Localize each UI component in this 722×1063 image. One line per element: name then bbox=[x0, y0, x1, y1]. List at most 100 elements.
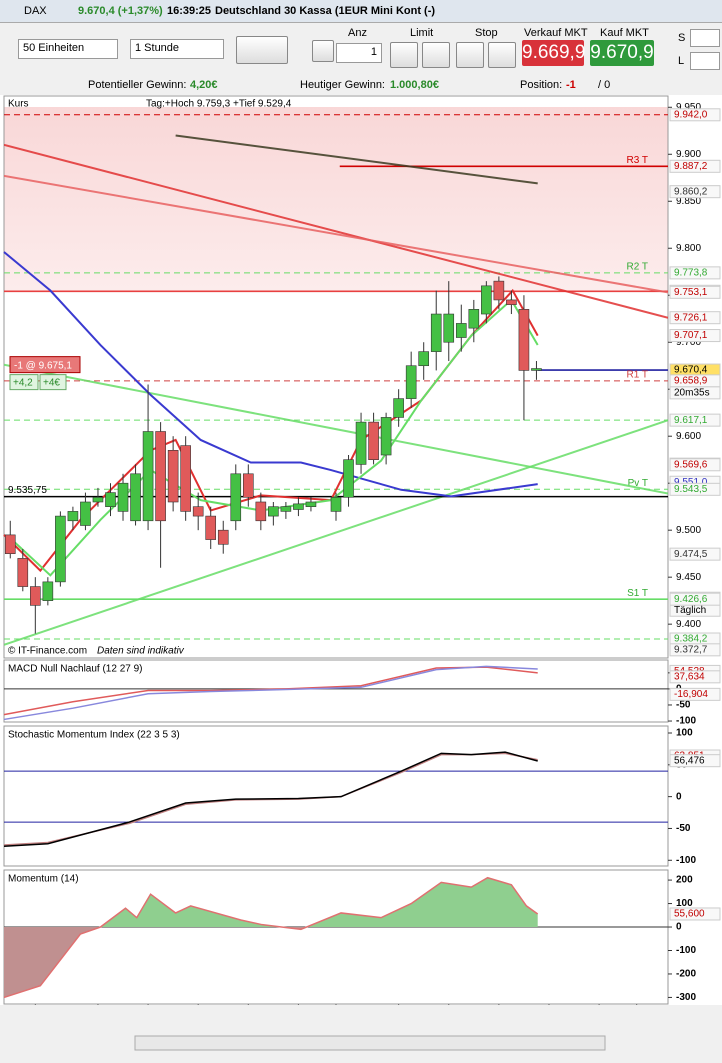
price-box bbox=[669, 266, 721, 280]
price-box bbox=[669, 643, 721, 657]
pos-rest: / 0 bbox=[598, 79, 611, 91]
candle-body bbox=[343, 459, 354, 498]
trend-line bbox=[4, 419, 668, 646]
qty-input[interactable]: 1 bbox=[336, 43, 382, 63]
y-tick-label: 0 bbox=[676, 791, 682, 802]
scrollbar[interactable] bbox=[134, 1035, 606, 1051]
candle-body bbox=[217, 529, 229, 545]
price-label: 56,476 bbox=[674, 755, 705, 766]
title-bar bbox=[0, 0, 722, 23]
candle-body bbox=[293, 503, 304, 510]
today-value: 1.000,80€ bbox=[390, 79, 439, 91]
candle-body bbox=[493, 280, 505, 301]
copyright: © IT-Finance.com bbox=[8, 646, 87, 657]
y-tick-label: 9.600 bbox=[676, 431, 701, 442]
price-label: 9.658,9 bbox=[674, 375, 708, 386]
price-label: 9.942,0 bbox=[674, 109, 708, 120]
candle-body bbox=[380, 417, 392, 456]
price-label: 9.773,8 bbox=[674, 268, 708, 279]
candle-body bbox=[205, 515, 217, 540]
panel-frame bbox=[3, 725, 669, 867]
y-tick-label: 200 bbox=[676, 875, 693, 886]
price-label: 9.887,2 bbox=[674, 161, 708, 172]
y-tick-label: -100 bbox=[676, 716, 696, 727]
s-input[interactable] bbox=[690, 29, 720, 47]
candle-body bbox=[355, 421, 367, 465]
price-label: 9.543,5 bbox=[674, 484, 708, 495]
level-tag: R3 T bbox=[627, 155, 649, 166]
price-label: 9.474,5 bbox=[674, 549, 708, 560]
y-tick-label: -300 bbox=[676, 992, 696, 1003]
panel-title: Stochastic Momentum Index (22 3 5 3) bbox=[8, 730, 180, 741]
settings-button[interactable] bbox=[312, 40, 334, 62]
indicator-line bbox=[3, 876, 539, 999]
pos-label: Position: bbox=[520, 79, 563, 91]
candle-body bbox=[443, 313, 455, 343]
price-sub: Täglich bbox=[674, 605, 706, 616]
disclaimer: Daten sind indikativ bbox=[97, 646, 185, 657]
today-label: Heutiger Gewinn: bbox=[300, 79, 385, 91]
panel-subtitle: Tag:+Hoch 9.759,3 +Tief 9.529,4 bbox=[146, 99, 292, 110]
panel-title: Kurs bbox=[8, 99, 29, 110]
y-tick-label: -100 bbox=[676, 855, 696, 866]
level-tag: Pv T bbox=[628, 478, 648, 489]
pl-label: +4,2 bbox=[13, 377, 33, 388]
footer-bar bbox=[0, 1005, 722, 1063]
candle-body bbox=[330, 496, 342, 512]
candle-body bbox=[368, 421, 379, 461]
candle-body bbox=[55, 515, 66, 583]
price-label: 55,600 bbox=[674, 909, 705, 920]
candle-body bbox=[142, 431, 154, 522]
candle-body bbox=[180, 445, 191, 512]
units-select[interactable]: 50 Einheiten bbox=[18, 39, 118, 59]
pot-value: 4,20€ bbox=[190, 79, 218, 91]
price-box bbox=[669, 907, 721, 921]
period-select[interactable]: 1 Stunde bbox=[130, 39, 224, 59]
y-tick-label: 9.400 bbox=[676, 619, 701, 630]
price-label: 9.551,0 bbox=[674, 477, 708, 488]
price-box bbox=[669, 482, 721, 496]
stop-sell[interactable] bbox=[488, 42, 516, 68]
candle-body bbox=[506, 299, 517, 305]
panel-frame bbox=[3, 659, 669, 723]
instrument: Deutschland 30 Kassa (1EUR Mini Kont (-) bbox=[215, 5, 436, 17]
price-box bbox=[669, 413, 721, 427]
s-label: S bbox=[678, 32, 686, 44]
panel-title: Momentum (14) bbox=[8, 874, 79, 885]
indicator-line bbox=[3, 665, 538, 721]
price-box bbox=[669, 185, 721, 199]
candle-body bbox=[255, 501, 267, 522]
candle-body bbox=[67, 511, 79, 522]
sell-button[interactable]: 9.669,9 bbox=[522, 40, 585, 66]
candle-body bbox=[531, 368, 542, 371]
y-tick-label: 9.850 bbox=[676, 196, 701, 207]
indicator-line bbox=[3, 751, 538, 848]
price-box bbox=[669, 329, 721, 343]
price-label: 9.569,6 bbox=[674, 459, 708, 470]
candle-body bbox=[80, 501, 91, 526]
price-label: 9.617,1 bbox=[674, 415, 708, 426]
limit-sell[interactable] bbox=[422, 42, 450, 68]
price-box bbox=[669, 159, 721, 173]
l-input[interactable] bbox=[690, 52, 720, 70]
panel-header bbox=[5, 871, 140, 885]
limit-buy[interactable] bbox=[390, 42, 418, 68]
candle-body bbox=[117, 482, 129, 512]
y-tick-label: -50 bbox=[676, 823, 691, 834]
price-label: 9.753,1 bbox=[674, 287, 708, 298]
pot-label: Potentieller Gewinn: bbox=[88, 79, 187, 91]
qty-label: Anz bbox=[348, 27, 367, 39]
position-box bbox=[9, 356, 81, 374]
stop-buy[interactable] bbox=[456, 42, 484, 68]
buy-button[interactable]: 9.670,9 bbox=[590, 40, 654, 66]
eur-box bbox=[39, 374, 67, 391]
y-tick-label: -50 bbox=[676, 700, 691, 711]
level-tag: S1 T bbox=[627, 588, 648, 599]
candle-body bbox=[268, 506, 279, 517]
pl-box bbox=[9, 374, 39, 391]
candle-body bbox=[155, 431, 166, 522]
price-label: 9.726,1 bbox=[674, 312, 708, 323]
chart-type-button[interactable] bbox=[236, 36, 288, 64]
trend-line bbox=[175, 134, 538, 185]
ma-line bbox=[3, 251, 538, 498]
